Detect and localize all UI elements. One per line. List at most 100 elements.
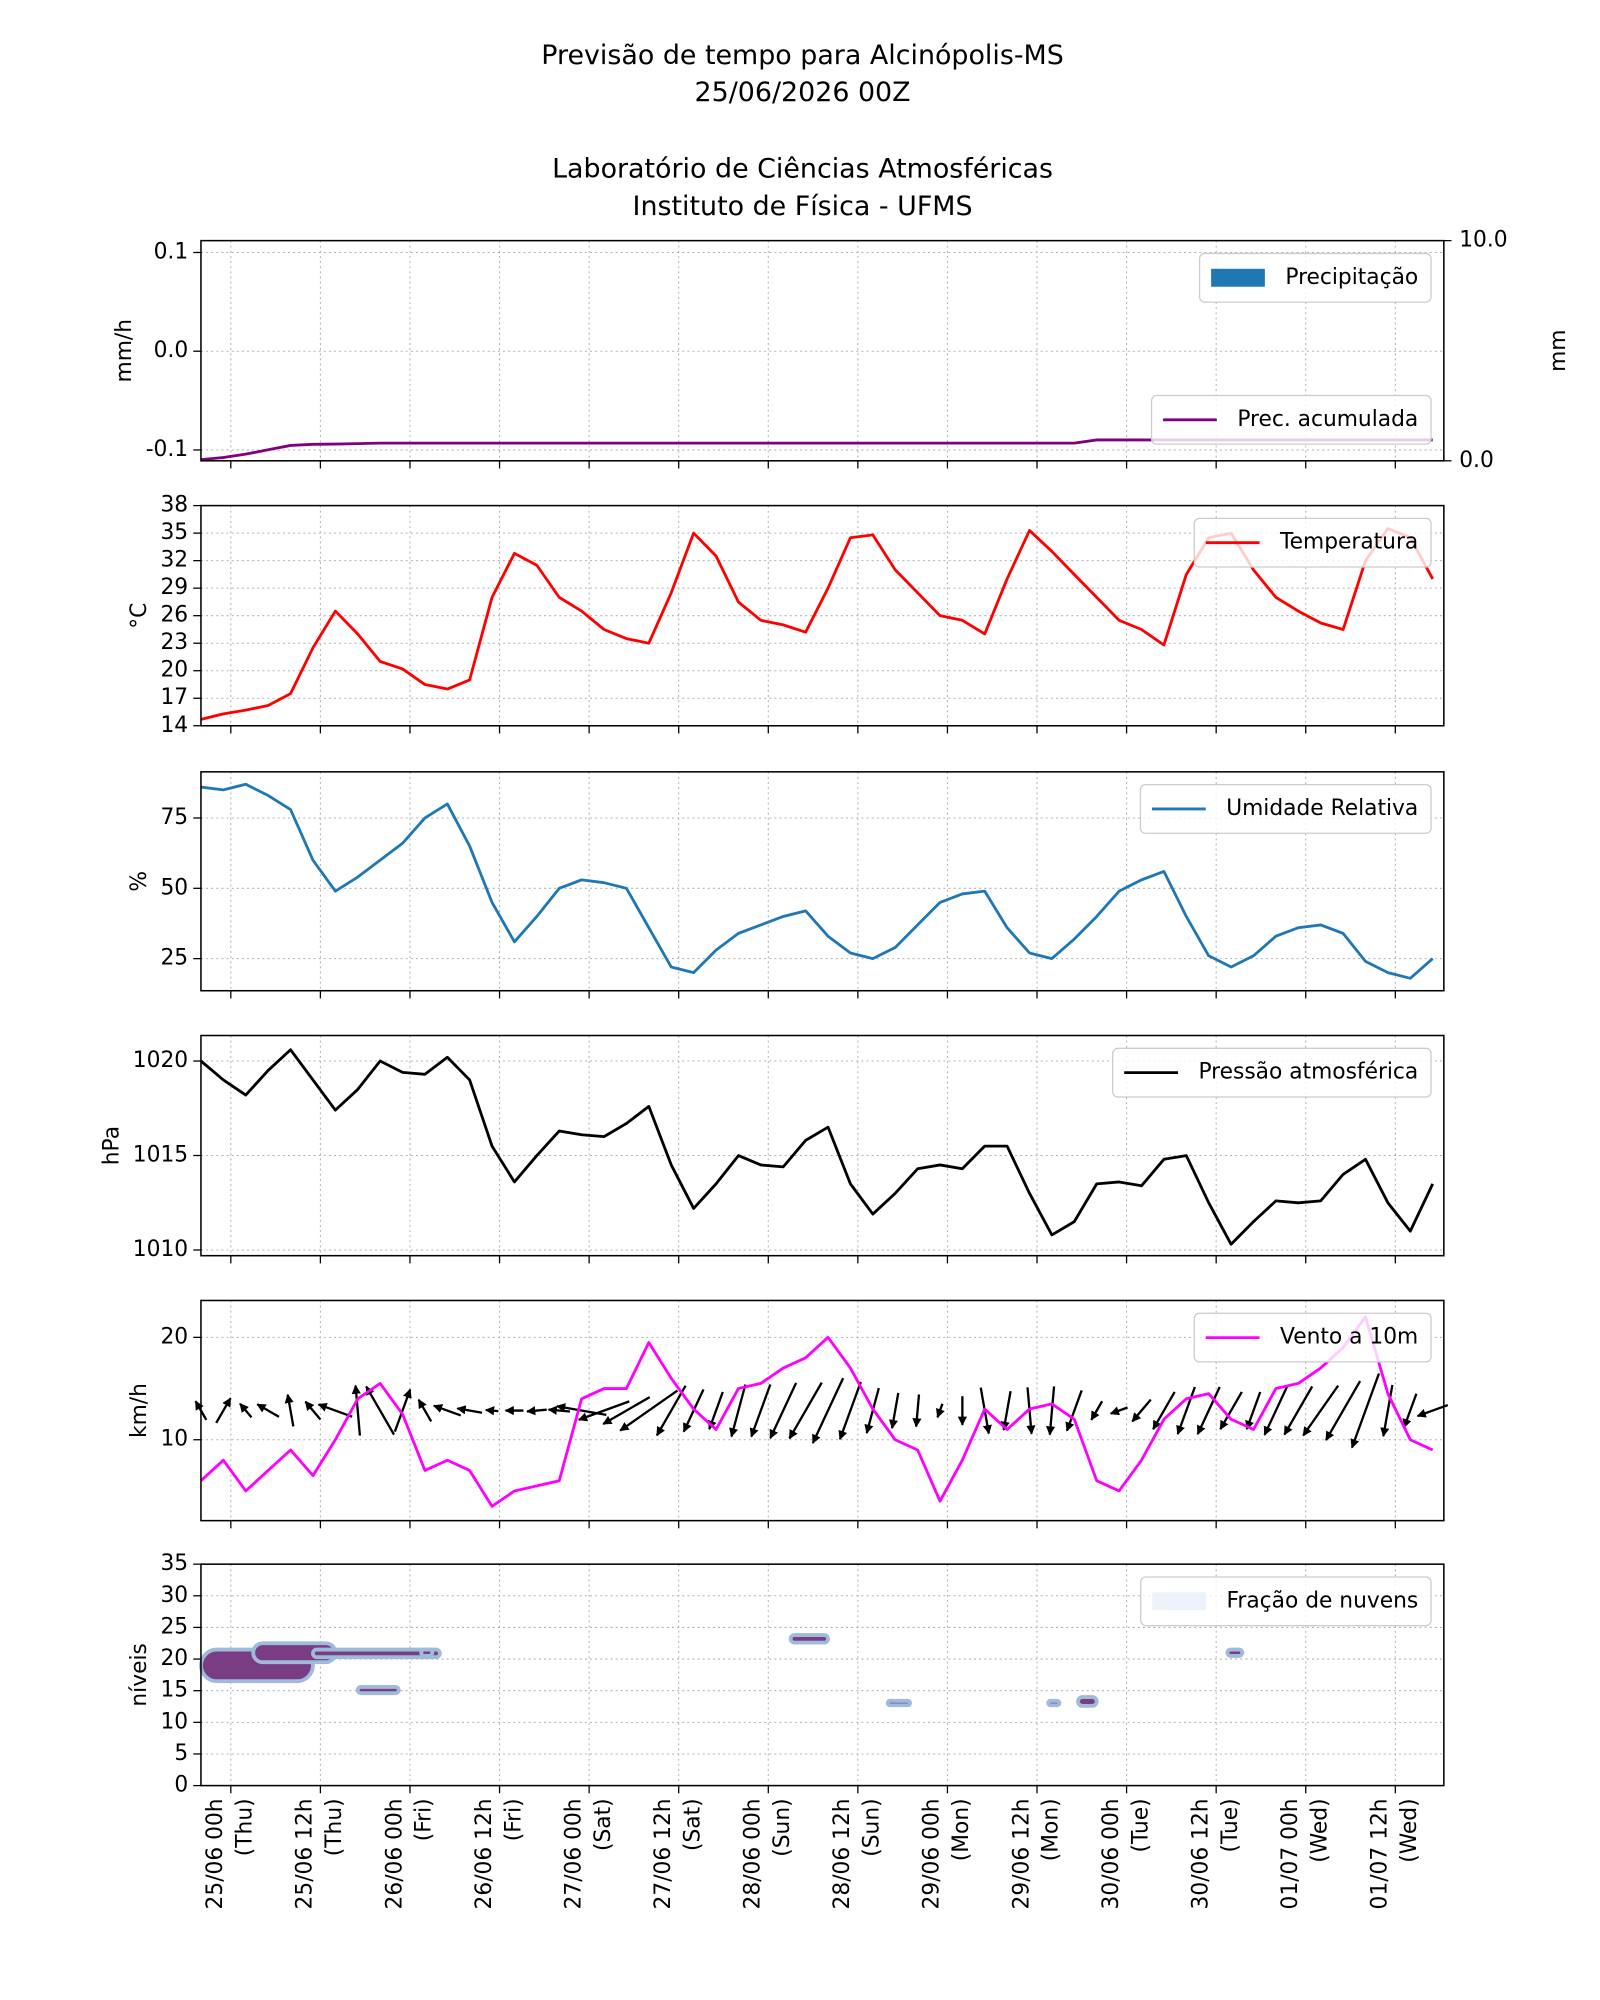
wind-arrow: [1065, 1389, 1083, 1432]
cloud-area: [1046, 1698, 1062, 1708]
cloud-area: [788, 1633, 830, 1645]
wind-arrow: [1402, 1393, 1418, 1429]
y-tick-label: 1020: [133, 1048, 188, 1073]
wind-arrow: [284, 1393, 295, 1427]
y2-tick-label: 10.0: [1459, 228, 1507, 253]
wind-arrow: [215, 1397, 232, 1424]
wind-arrow: [1350, 1373, 1381, 1449]
x-tick-label: 25/06 12h (Thu): [293, 1798, 347, 1909]
x-tick-label: 01/07 00h (Wed): [1278, 1798, 1332, 1909]
wind-arrow: [729, 1384, 747, 1438]
legend-label: Vento a 10m: [1280, 1325, 1418, 1350]
wind-arrow: [655, 1385, 687, 1437]
wind-arrow: [912, 1394, 922, 1428]
x-tick-label: 01/07 12h (Wed): [1368, 1798, 1422, 1909]
legend-box: [1193, 517, 1432, 568]
legend-label: Umidade Relativa: [1226, 796, 1418, 821]
x-tick-label: 29/06 12h (Mon): [1009, 1798, 1063, 1909]
wind-arrow: [749, 1384, 772, 1438]
y-tick-label: 20: [160, 658, 188, 683]
wind-arrow: [526, 1406, 547, 1416]
y-tick-label: 1010: [133, 1237, 188, 1262]
wind-arrow: [936, 1403, 945, 1419]
y-axis-label: %: [127, 871, 152, 892]
wind-arrow: [1325, 1380, 1362, 1441]
plot-frame: [200, 1299, 1445, 1522]
series-line: [200, 1315, 1434, 1508]
wind-arrow: [1196, 1386, 1221, 1435]
series-line: [200, 782, 1434, 980]
wind-arrow: [1176, 1386, 1196, 1436]
y-tick-label: 32: [160, 548, 188, 573]
wind-arrow: [707, 1391, 724, 1430]
plot-frame: [200, 504, 1445, 727]
y-tick-label: 26: [160, 603, 188, 628]
y-axis-label: mm/h: [112, 319, 137, 383]
title: Previsão de tempo para Alcinópolis-MS: [541, 40, 1064, 71]
x-tick-label: 30/06 00h (Tue): [1099, 1798, 1153, 1909]
legend-label: Fração de nuvens: [1226, 1588, 1418, 1613]
legend-box: [1198, 252, 1432, 303]
x-tick-label: 29/06 00h (Mon): [920, 1798, 974, 1909]
legend-box: [1193, 1312, 1432, 1363]
x-tick-label: 25/06 00h (Thu): [203, 1798, 257, 1909]
wind-arrow: [1109, 1406, 1128, 1416]
wind-arrow: [1380, 1384, 1394, 1438]
y-tick-label: 1015: [133, 1143, 188, 1168]
wind-arrow: [317, 1402, 353, 1418]
y-tick-label: 10: [160, 1427, 188, 1452]
x-tick-label: 28/06 12h (Sun): [830, 1798, 884, 1909]
y-tick-label: 15: [160, 1678, 188, 1703]
y-tick-label: 35: [160, 520, 188, 545]
wind-arrow: [351, 1384, 362, 1436]
legend-label: Pressão atmosférica: [1198, 1060, 1418, 1085]
wind-arrow: [1302, 1384, 1340, 1437]
plot-frame: [200, 239, 1445, 462]
wind-arrow: [365, 1385, 395, 1436]
legend-box: [1112, 1047, 1432, 1098]
x-tick-label: 26/06 00h (Fri): [382, 1798, 436, 1909]
x-tick-label: 26/06 12h (Fri): [472, 1798, 526, 1909]
y-tick-label: 5: [174, 1741, 188, 1766]
legend-label: Precipitação: [1285, 265, 1418, 290]
y2-tick-label: 0.0: [1459, 448, 1494, 473]
y-tick-label: 23: [160, 630, 188, 655]
wind-arrow: [1045, 1386, 1056, 1436]
y-tick-label: 38: [160, 493, 188, 518]
y-tick-label: 20: [160, 1646, 188, 1671]
legend-handle: [1211, 268, 1265, 287]
wind-arrow: [1090, 1400, 1104, 1421]
legend-handle: [1152, 1592, 1207, 1611]
plot-frame: [200, 1034, 1445, 1257]
wind-arrow: [1152, 1391, 1176, 1430]
legend-box: [1140, 1576, 1432, 1627]
wind-arrow: [1131, 1398, 1152, 1423]
y-tick-label: 0: [174, 1773, 188, 1798]
y-tick-label: 25: [160, 1614, 188, 1639]
y-tick-label: 10: [160, 1709, 188, 1734]
wind-arrow: [484, 1406, 499, 1416]
wind-arrow: [1245, 1391, 1262, 1430]
wind-arrow: [1283, 1385, 1314, 1436]
institution: Laboratório de Ciências Atmosféricas: [552, 154, 1053, 185]
wind-arrow: [1263, 1385, 1289, 1436]
y-tick-label: 75: [160, 805, 188, 830]
wind-arrow: [393, 1388, 412, 1433]
wind-arrow: [417, 1398, 433, 1422]
wind-arrow: [304, 1400, 322, 1421]
y-tick-label: 29: [160, 575, 188, 600]
x-tick-label: 28/06 00h (Sun): [741, 1798, 795, 1909]
legend-box: [1150, 394, 1432, 445]
x-tick-label: 27/06 00h (Sat): [561, 1798, 615, 1909]
wind-arrow: [1416, 1403, 1449, 1418]
wind-arrow: [788, 1382, 823, 1440]
y-tick-label: 17: [160, 685, 188, 710]
wind-arrow: [619, 1389, 679, 1432]
x-tick-label: 30/06 12h (Tue): [1188, 1798, 1242, 1909]
cloud-area: [419, 1647, 435, 1658]
y-tick-label: -0.1: [146, 437, 188, 462]
cloud-area: [311, 1647, 442, 1660]
y-tick-label: 30: [160, 1583, 188, 1608]
plot-frame: [200, 771, 1445, 992]
cloud-area: [1076, 1695, 1099, 1708]
